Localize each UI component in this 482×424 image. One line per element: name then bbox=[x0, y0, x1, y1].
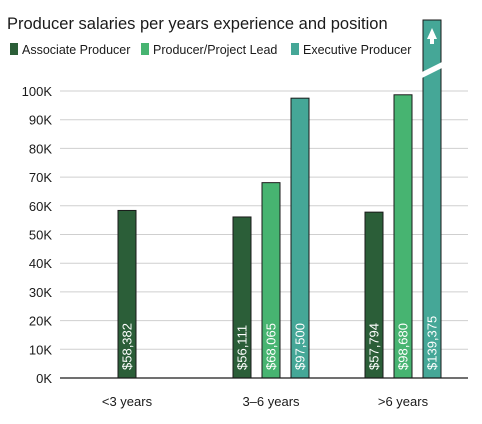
x-axis-category-labels: <3 years 3–6 years >6 years bbox=[102, 394, 429, 409]
legend-swatch bbox=[291, 43, 299, 55]
legend: Associate Producer Producer/Project Lead E… bbox=[10, 43, 411, 57]
legend-item-associate-producer: Associate Producer bbox=[10, 43, 130, 57]
data-label: $97,500 bbox=[293, 323, 308, 370]
y-tick-label: 10K bbox=[29, 342, 52, 357]
chart-title: Producer salaries per years experience a… bbox=[7, 15, 388, 33]
y-tick-label: 0K bbox=[36, 371, 52, 386]
legend-label: Executive Producer bbox=[303, 43, 411, 57]
x-category-label: <3 years bbox=[102, 394, 153, 409]
bars: $58,382 $56,111 $68,065 $97,500 $57,794 $98,6… bbox=[117, 19, 444, 379]
arrow-up-icon bbox=[427, 28, 437, 44]
bar-associate-producer-3: $57,794 bbox=[364, 211, 384, 379]
legend-swatch bbox=[10, 43, 18, 55]
bar-associate-producer-2: $56,111 bbox=[232, 216, 252, 379]
y-tick-label: 30K bbox=[29, 285, 52, 300]
axis-break bbox=[420, 61, 444, 79]
bar-executive-producer-2: $97,500 bbox=[290, 97, 310, 379]
legend-swatch bbox=[141, 43, 149, 55]
legend-item-executive-producer: Executive Producer bbox=[291, 43, 411, 57]
legend-item-producer-project-lead: Producer/Project Lead bbox=[141, 43, 277, 57]
data-label: $57,794 bbox=[367, 323, 382, 370]
legend-label: Associate Producer bbox=[22, 43, 130, 57]
x-category-label: >6 years bbox=[378, 394, 429, 409]
legend-label: Producer/Project Lead bbox=[153, 43, 277, 57]
y-axis-tick-labels: 0K 10K 20K 30K 40K 50K 60K 70K 80K 90K 100K bbox=[22, 84, 53, 386]
y-tick-label: 20K bbox=[29, 314, 52, 329]
bar-associate-producer-1: $58,382 bbox=[117, 209, 137, 379]
y-tick-label: 40K bbox=[29, 256, 52, 271]
bar-producer-project-lead-2: $68,065 bbox=[261, 182, 281, 379]
y-tick-label: 90K bbox=[29, 113, 52, 128]
bar-producer-project-lead-3: $98,680 bbox=[393, 94, 413, 379]
y-tick-label: 60K bbox=[29, 199, 52, 214]
y-tick-label: 70K bbox=[29, 170, 52, 185]
x-category-label: 3–6 years bbox=[242, 394, 300, 409]
y-tick-label: 50K bbox=[29, 228, 52, 243]
y-tick-label: 100K bbox=[22, 84, 53, 99]
data-label: $68,065 bbox=[264, 323, 279, 370]
data-label: $56,111 bbox=[235, 325, 250, 370]
data-label: $139,375 bbox=[425, 316, 440, 370]
data-label: $98,680 bbox=[396, 323, 411, 370]
bar-executive-producer-3: $139,375 bbox=[420, 19, 444, 379]
y-tick-label: 80K bbox=[29, 141, 52, 156]
data-label: $58,382 bbox=[120, 323, 135, 370]
